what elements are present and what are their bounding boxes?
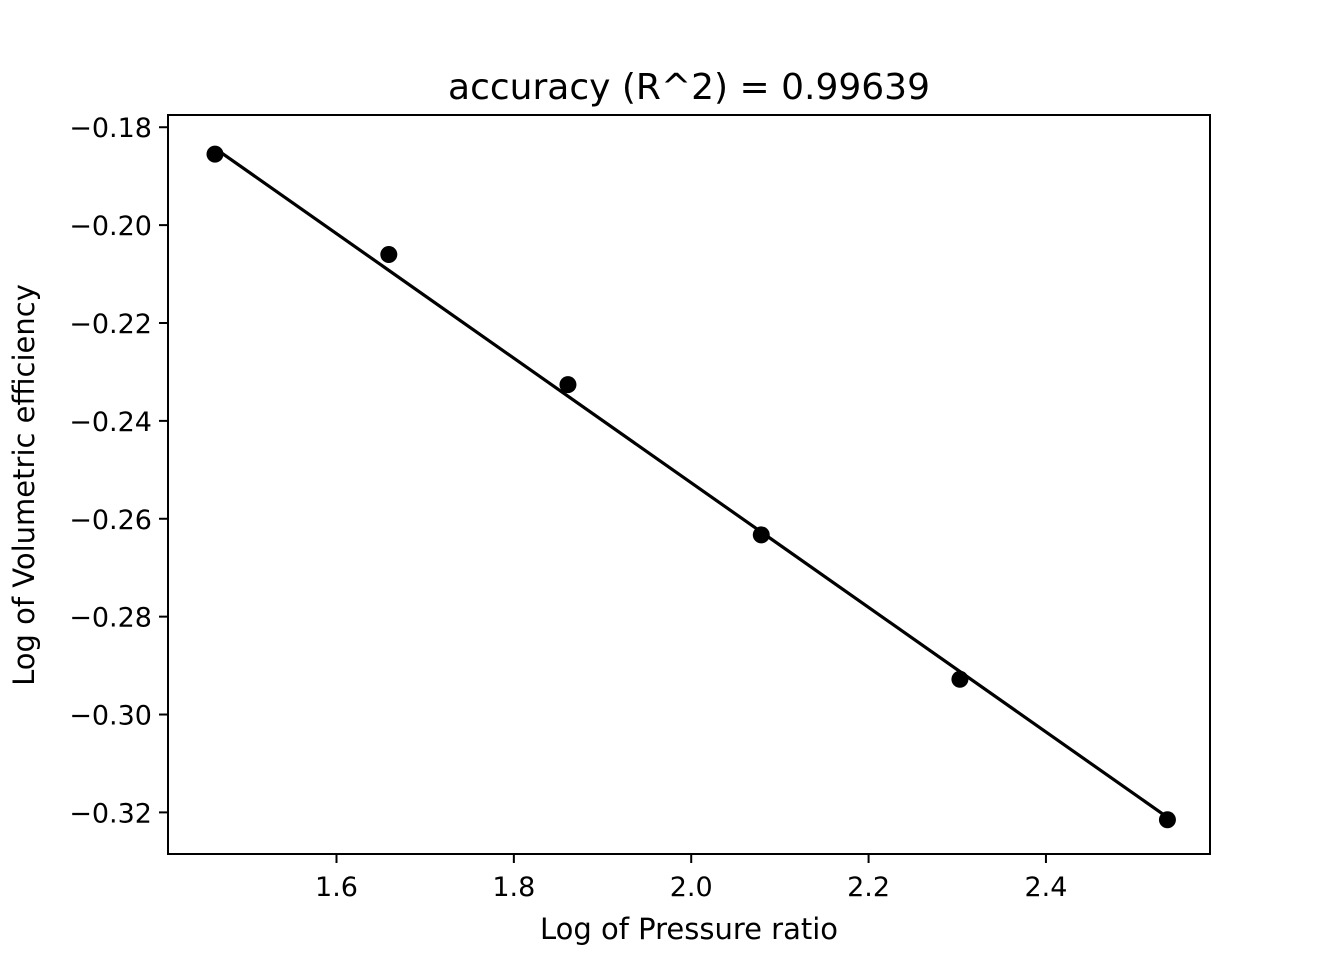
data-point	[380, 245, 398, 263]
plot-area	[206, 145, 1176, 829]
data-point	[752, 526, 770, 544]
y-tick-label: −0.32	[69, 798, 152, 829]
y-tick-label: −0.24	[69, 407, 152, 438]
x-axis-title: Log of Pressure ratio	[540, 912, 838, 946]
data-point	[951, 670, 969, 688]
chart-title: accuracy (R^2) = 0.99639	[448, 67, 930, 108]
data-point	[1158, 811, 1176, 829]
y-tick-label: −0.28	[69, 603, 152, 634]
x-tick-label: 1.8	[492, 872, 535, 903]
y-tick-label: −0.30	[69, 701, 152, 732]
y-tick-label: −0.22	[69, 309, 152, 340]
x-tick-label: 2.2	[847, 872, 890, 903]
data-point	[559, 376, 577, 394]
x-tick-label: 2.4	[1024, 872, 1067, 903]
y-tick-label: −0.18	[69, 113, 152, 144]
axis-ticks: 1.6 1.8 2.0 2.2 2.4 −0.18 −0.20 −0.22 −0.24 −0.26…	[69, 113, 1067, 903]
y-tick-label: −0.26	[69, 505, 152, 536]
plot-frame	[167, 114, 1211, 855]
x-tick-label: 1.6	[315, 872, 358, 903]
data-point	[206, 145, 224, 163]
x-tick-label: 2.0	[670, 872, 713, 903]
y-axis-title: Log of Volumetric efficiency	[7, 284, 41, 686]
y-tick-label: −0.20	[69, 211, 152, 242]
fit-line	[214, 146, 1169, 819]
